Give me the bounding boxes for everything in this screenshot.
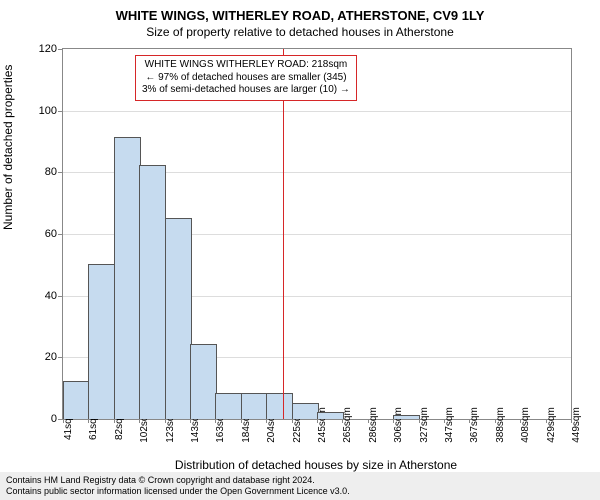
x-tick-label: 347sqm	[444, 407, 455, 443]
x-tick-mark	[495, 419, 496, 423]
y-tick-label: 120	[39, 43, 57, 55]
x-tick-mark	[165, 419, 166, 423]
reference-line	[283, 49, 284, 419]
x-tick-mark	[88, 419, 89, 423]
x-tick-label: 429sqm	[546, 407, 557, 443]
histogram-bar	[139, 165, 166, 419]
histogram-bar	[63, 381, 90, 419]
x-tick-label: 327sqm	[419, 407, 430, 443]
histogram-bar	[190, 344, 217, 419]
x-tick-mark	[292, 419, 293, 423]
x-tick-mark	[317, 419, 318, 423]
attribution-footer: Contains HM Land Registry data © Crown c…	[0, 472, 600, 500]
x-tick-mark	[139, 419, 140, 423]
x-tick-label: 367sqm	[469, 407, 480, 443]
x-tick-mark	[571, 419, 572, 423]
x-tick-mark	[393, 419, 394, 423]
annotation-box: WHITE WINGS WITHERLEY ROAD: 218sqm← 97% …	[135, 55, 357, 101]
x-tick-mark	[63, 419, 64, 423]
y-tick-mark	[58, 234, 63, 235]
histogram-bar	[317, 412, 344, 419]
x-tick-label: 306sqm	[393, 407, 404, 443]
footer-line: Contains HM Land Registry data © Crown c…	[6, 475, 594, 486]
x-tick-mark	[546, 419, 547, 423]
y-axis-label: Number of detached properties	[1, 65, 15, 230]
x-tick-mark	[114, 419, 115, 423]
x-tick-mark	[520, 419, 521, 423]
gridline	[63, 111, 571, 112]
annotation-line: WHITE WINGS WITHERLEY ROAD: 218sqm	[142, 59, 350, 72]
y-tick-label: 60	[45, 228, 57, 240]
x-tick-mark	[190, 419, 191, 423]
histogram-bar	[241, 393, 268, 419]
x-tick-mark	[241, 419, 242, 423]
y-tick-mark	[58, 296, 63, 297]
y-tick-mark	[58, 172, 63, 173]
histogram-plot: 02040608010012041sqm61sqm82sqm102sqm123s…	[62, 48, 572, 420]
histogram-bar	[393, 415, 420, 419]
x-tick-label: 286sqm	[368, 407, 379, 443]
histogram-bar	[88, 264, 115, 419]
histogram-bar	[292, 403, 319, 419]
chart-title: WHITE WINGS, WITHERLEY ROAD, ATHERSTONE,…	[0, 0, 600, 23]
histogram-bar	[215, 393, 242, 419]
x-tick-mark	[368, 419, 369, 423]
annotation-line: 3% of semi-detached houses are larger (1…	[142, 84, 350, 97]
x-tick-label: 388sqm	[495, 407, 506, 443]
x-tick-mark	[342, 419, 343, 423]
x-tick-mark	[266, 419, 267, 423]
x-tick-mark	[215, 419, 216, 423]
x-axis-label: Distribution of detached houses by size …	[62, 458, 570, 472]
x-tick-label: 449sqm	[571, 407, 582, 443]
y-tick-label: 80	[45, 166, 57, 178]
chart-subtitle: Size of property relative to detached ho…	[0, 23, 600, 39]
x-tick-mark	[444, 419, 445, 423]
y-tick-label: 40	[45, 290, 57, 302]
y-tick-mark	[58, 49, 63, 50]
y-tick-label: 100	[39, 105, 57, 117]
histogram-bar	[266, 393, 293, 419]
x-tick-mark	[469, 419, 470, 423]
footer-line: Contains public sector information licen…	[6, 486, 594, 497]
y-tick-label: 0	[51, 413, 57, 425]
y-tick-mark	[58, 111, 63, 112]
x-tick-label: 408sqm	[520, 407, 531, 443]
histogram-bar	[114, 137, 141, 419]
x-tick-mark	[419, 419, 420, 423]
annotation-line: ← 97% of detached houses are smaller (34…	[142, 72, 350, 85]
y-tick-mark	[58, 357, 63, 358]
histogram-bar	[165, 218, 192, 419]
y-tick-label: 20	[45, 351, 57, 363]
